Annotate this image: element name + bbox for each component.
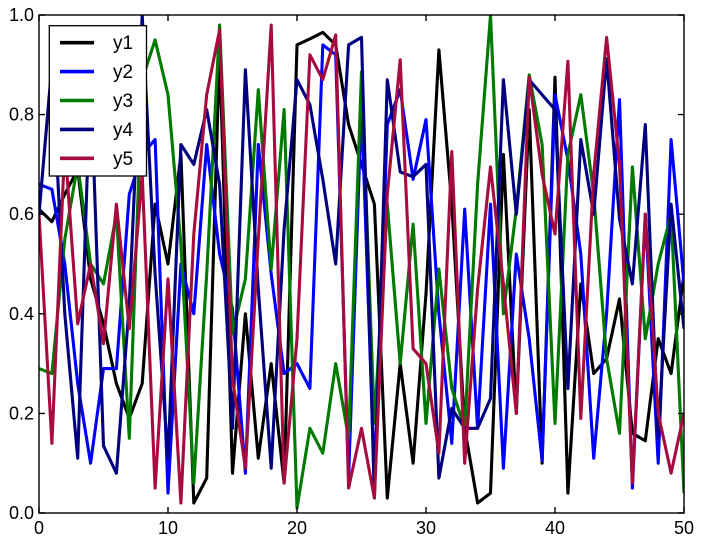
svg-text:0.4: 0.4 <box>9 304 34 324</box>
svg-text:1.0: 1.0 <box>9 5 34 25</box>
svg-text:0: 0 <box>34 518 44 538</box>
svg-text:y3: y3 <box>113 91 133 112</box>
svg-text:0.6: 0.6 <box>9 204 34 224</box>
svg-text:30: 30 <box>416 518 436 538</box>
svg-text:50: 50 <box>674 518 694 538</box>
svg-text:20: 20 <box>287 518 307 538</box>
svg-text:0.2: 0.2 <box>9 403 34 423</box>
svg-text:y1: y1 <box>113 33 133 54</box>
svg-text:10: 10 <box>158 518 178 538</box>
svg-text:0.8: 0.8 <box>9 105 34 125</box>
svg-text:0.0: 0.0 <box>9 503 34 523</box>
svg-text:y5: y5 <box>113 149 133 170</box>
svg-text:40: 40 <box>545 518 565 538</box>
svg-text:y2: y2 <box>113 62 133 83</box>
svg-text:y4: y4 <box>113 120 134 141</box>
